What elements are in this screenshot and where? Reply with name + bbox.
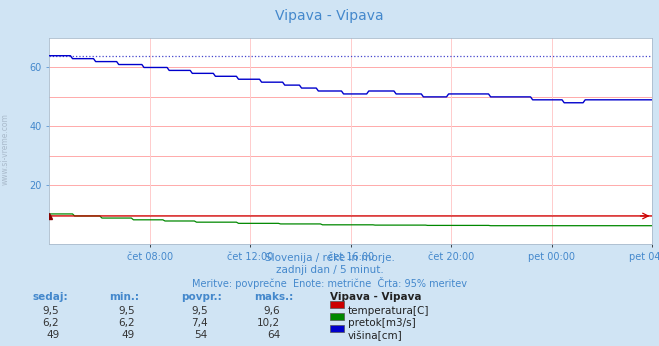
Text: temperatura[C]: temperatura[C] [348,306,430,316]
Text: min.:: min.: [109,292,139,302]
Text: 9,5: 9,5 [119,306,135,316]
Text: 54: 54 [194,330,208,340]
Text: 10,2: 10,2 [257,318,280,328]
Text: 7,4: 7,4 [191,318,208,328]
Text: 6,2: 6,2 [43,318,59,328]
Text: 9,5: 9,5 [191,306,208,316]
Text: sedaj:: sedaj: [33,292,69,302]
Text: Vipava - Vipava: Vipava - Vipava [330,292,421,302]
Text: povpr.:: povpr.: [181,292,222,302]
Text: Vipava - Vipava: Vipava - Vipava [275,9,384,22]
Text: pretok[m3/s]: pretok[m3/s] [348,318,416,328]
Text: 9,6: 9,6 [264,306,280,316]
Text: zadnji dan / 5 minut.: zadnji dan / 5 minut. [275,265,384,275]
Text: 9,5: 9,5 [43,306,59,316]
Text: www.si-vreme.com: www.si-vreme.com [1,113,10,185]
Text: 6,2: 6,2 [119,318,135,328]
Text: Meritve: povprečne  Enote: metrične  Črta: 95% meritev: Meritve: povprečne Enote: metrične Črta:… [192,277,467,289]
Text: Slovenija / reke in morje.: Slovenija / reke in morje. [264,253,395,263]
Text: 49: 49 [122,330,135,340]
Text: 49: 49 [46,330,59,340]
Text: višina[cm]: višina[cm] [348,330,403,341]
Text: 64: 64 [267,330,280,340]
Text: maks.:: maks.: [254,292,293,302]
